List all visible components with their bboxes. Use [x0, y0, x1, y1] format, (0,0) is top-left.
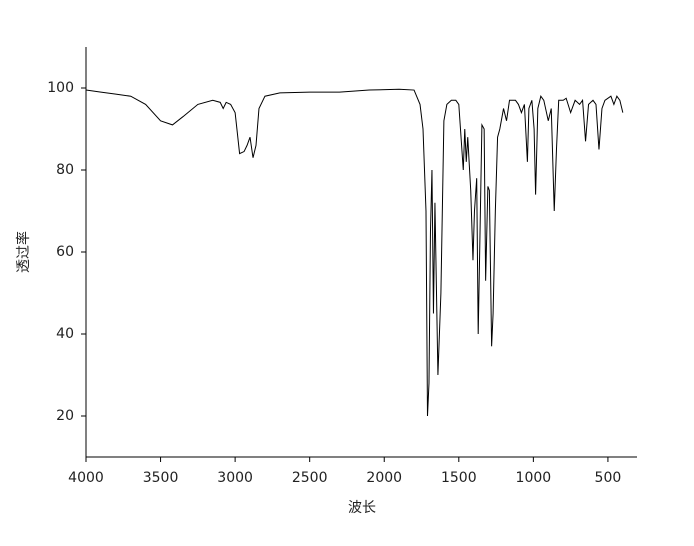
- x-tick-label: 1500: [441, 470, 477, 486]
- y-tick-label: 60: [56, 244, 74, 260]
- x-tick-label: 3500: [143, 470, 179, 486]
- x-tick-label: 3000: [217, 470, 253, 486]
- y-tick-label: 20: [56, 408, 74, 424]
- y-tick-label: 80: [56, 162, 74, 178]
- x-tick-label: 2000: [366, 470, 402, 486]
- x-axis-label: 波长: [348, 500, 376, 516]
- y-tick-label: 100: [47, 80, 74, 96]
- y-tick-label: 40: [56, 326, 74, 342]
- x-tick-label: 4000: [68, 470, 104, 486]
- y-axis-label: 透过率: [15, 231, 32, 273]
- x-tick-label: 500: [595, 470, 622, 486]
- x-tick-label: 1000: [516, 470, 552, 486]
- x-tick-label: 2500: [292, 470, 328, 486]
- spectrum-line: [85, 88, 624, 417]
